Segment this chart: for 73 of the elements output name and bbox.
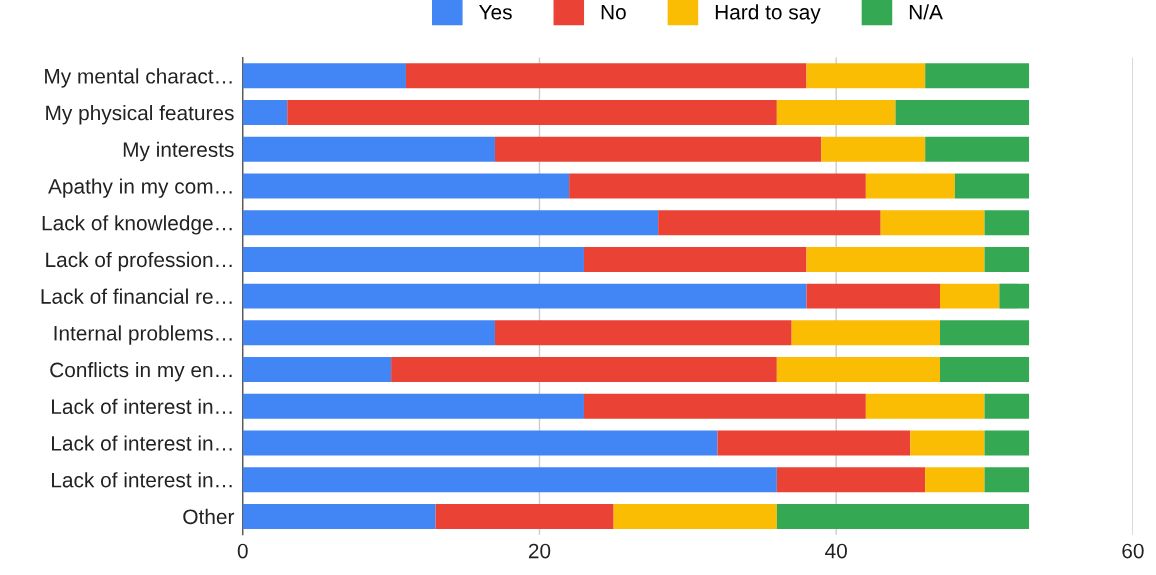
bar <box>242 467 777 493</box>
bar <box>940 320 1030 346</box>
y-tick-label: Conflicts in my en… <box>50 362 232 382</box>
bar <box>613 503 777 529</box>
bar <box>940 283 1000 309</box>
bar <box>821 136 926 162</box>
bar <box>583 393 866 419</box>
y-tick-label: Lack of interest in… <box>52 435 232 451</box>
legend-label: Yes <box>479 5 512 20</box>
y-tick-label: Lack of interest in… <box>52 398 232 415</box>
bar <box>242 136 495 162</box>
bar <box>717 430 911 456</box>
bar <box>984 467 1030 493</box>
y-tick-label: Internal problems… <box>54 325 232 345</box>
y-tick-label: Lack of knowledge… <box>42 215 232 235</box>
bar <box>242 357 392 383</box>
bar <box>242 100 288 126</box>
bar <box>242 503 436 529</box>
x-tick-label: 20 <box>528 543 551 559</box>
bar <box>776 503 1030 529</box>
legend-label: Hard to say <box>715 4 821 24</box>
bar <box>940 357 1030 383</box>
bar <box>776 100 896 126</box>
bar <box>954 173 1030 199</box>
y-tick-label: Lack of profession… <box>46 251 232 272</box>
x-tick-label: 40 <box>825 543 847 559</box>
legend-label: N/A <box>909 4 943 20</box>
bar <box>880 210 985 236</box>
bar <box>242 283 807 309</box>
bar <box>242 210 659 236</box>
y-tick-label: My physical features <box>46 105 234 125</box>
bar <box>569 173 866 199</box>
bar <box>658 210 881 236</box>
bar <box>435 503 614 529</box>
legend-label: No <box>601 5 626 20</box>
bar <box>806 63 926 89</box>
bar <box>925 63 1030 89</box>
bar <box>583 246 807 272</box>
bar <box>984 393 1030 419</box>
bar <box>806 246 985 272</box>
y-tick-label: Lack of interest in… <box>52 472 232 488</box>
bar <box>865 393 985 419</box>
bar <box>287 100 777 126</box>
y-tick-label: Lack of financial re… <box>41 288 232 304</box>
bar <box>494 320 792 346</box>
bar <box>806 283 941 309</box>
bar <box>925 467 985 493</box>
bar <box>910 430 985 456</box>
bar <box>984 210 1030 236</box>
bar <box>242 246 584 272</box>
bar <box>776 467 926 493</box>
bar <box>895 100 1030 126</box>
bar <box>984 430 1030 456</box>
bar <box>865 173 955 199</box>
x-tick-label: 0 <box>237 543 248 559</box>
bar <box>405 63 807 89</box>
y-tick-label: My mental charact… <box>45 68 232 88</box>
bar <box>494 136 822 162</box>
bar <box>242 430 718 456</box>
y-tick-label: Other <box>183 508 235 525</box>
bar <box>242 63 406 89</box>
bar <box>242 320 495 346</box>
bar <box>999 283 1030 309</box>
bar <box>391 357 777 383</box>
bar <box>984 246 1030 272</box>
bar <box>925 136 1030 162</box>
bar <box>242 393 584 419</box>
x-tick-label: 60 <box>1122 543 1144 559</box>
y-tick-label: Apathy in my com… <box>48 178 232 198</box>
y-tick-label: My interests <box>123 141 234 162</box>
bar <box>242 173 570 199</box>
bar <box>791 320 941 346</box>
bar <box>776 357 941 383</box>
